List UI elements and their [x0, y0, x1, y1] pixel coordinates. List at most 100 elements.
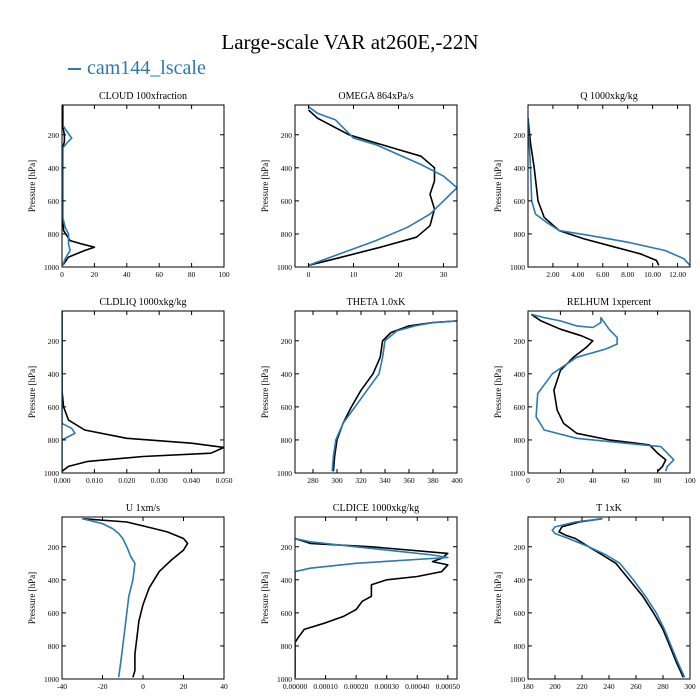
y-tick-label: 600 — [514, 197, 526, 206]
x-tick-label: 400 — [451, 476, 463, 485]
x-tick-label: 0.050 — [216, 476, 233, 485]
y-tick-label: 400 — [48, 370, 60, 379]
y-tick-label: 800 — [48, 436, 60, 445]
y-tick-label: 600 — [48, 403, 60, 412]
x-tick-label: 300 — [331, 476, 343, 485]
legend: cam144_lscale — [68, 57, 206, 80]
x-tick-label: 60 — [621, 476, 629, 485]
y-tick-label: 200 — [514, 543, 526, 552]
x-tick-label: 20 — [180, 682, 188, 691]
y-tick-label: 800 — [48, 230, 60, 239]
panel-title: THETA 1.0xK — [347, 297, 406, 308]
x-tick-label: 40 — [123, 270, 131, 279]
y-tick-label: 200 — [281, 543, 293, 552]
y-tick-label: 400 — [281, 370, 293, 379]
y-axis-label: Pressure [hPa] — [260, 572, 270, 624]
plot-frame — [294, 104, 458, 268]
x-tick-label: 0 — [141, 682, 145, 691]
panel-title: OMEGA 864xPa/s — [338, 91, 413, 102]
series-line-1 — [62, 105, 96, 266]
series-line-2 — [331, 320, 457, 472]
series-line-2 — [82, 517, 136, 678]
x-tick-label: 0.030 — [151, 476, 168, 485]
series-line-1 — [530, 313, 667, 472]
plot-frame — [294, 516, 458, 680]
y-tick-label: 600 — [514, 403, 526, 412]
series-line-2 — [308, 106, 457, 267]
x-tick-label: 0.00000 — [283, 682, 308, 691]
panel-1: CLOUD 100xfraction Pressure [hPa] 0 20 40 60 8… — [27, 91, 230, 279]
x-tick-label: 0 — [526, 476, 530, 485]
x-tick-label: 0.00050 — [436, 682, 461, 691]
y-tick-label: 800 — [514, 436, 526, 445]
y-tick-label: 1000 — [510, 263, 525, 272]
y-tick-label: 400 — [281, 576, 293, 585]
y-tick-label: 1000 — [44, 469, 59, 478]
y-tick-label: 200 — [281, 337, 293, 346]
x-tick-label: 100 — [218, 270, 230, 279]
y-tick-label: 200 — [48, 337, 60, 346]
series-line-2 — [528, 118, 690, 266]
figure-title: Large-scale VAR at260E,-22N — [221, 30, 479, 54]
x-tick-label: 180 — [522, 682, 534, 691]
y-tick-label: 800 — [514, 642, 526, 651]
y-tick-label: 400 — [48, 576, 60, 585]
y-tick-label: 600 — [48, 609, 60, 618]
legend-line-swatch — [68, 68, 81, 71]
x-tick-label: 0.00020 — [344, 682, 369, 691]
panel-title: T 1xK — [596, 503, 622, 514]
y-tick-label: 1000 — [277, 469, 292, 478]
x-tick-label: 0.000 — [54, 476, 71, 485]
x-tick-label: 20 — [91, 270, 99, 279]
y-tick-label: 400 — [514, 576, 526, 585]
plot-frame — [527, 104, 691, 268]
x-tick-label: 12.00 — [669, 270, 686, 279]
x-tick-label: 0.00030 — [375, 682, 400, 691]
panel-title: Q 1000xkg/kg — [580, 91, 638, 102]
series-line-1 — [528, 118, 660, 266]
x-tick-label: 240 — [603, 682, 615, 691]
x-tick-label: 0.010 — [86, 476, 103, 485]
y-tick-label: 600 — [514, 609, 526, 618]
plot-frame — [61, 516, 225, 680]
y-tick-label: 600 — [281, 609, 293, 618]
series-line-2 — [295, 537, 449, 678]
series-line-2 — [531, 313, 675, 472]
y-tick-label: 800 — [281, 230, 293, 239]
x-tick-label: 80 — [188, 270, 196, 279]
panel-4: CLDLIQ 1000xkg/kg Pressure [hPa] 0.000 0.01… — [27, 297, 233, 485]
y-axis-label: Pressure [hPa] — [27, 572, 37, 624]
x-tick-label: 20 — [557, 476, 565, 485]
plot-frame — [61, 104, 225, 268]
panel-8: CLDICE 1000xkg/kg Pressure [hPa] 0.00000 0.… — [260, 503, 460, 691]
plot-frame — [294, 310, 458, 474]
x-tick-label: 40 — [220, 682, 228, 691]
y-tick-label: 1000 — [44, 675, 59, 684]
y-tick-label: 1000 — [277, 675, 292, 684]
series-line-1 — [307, 109, 436, 267]
legend-label: cam144_lscale — [87, 57, 206, 79]
y-tick-label: 800 — [281, 642, 293, 651]
y-tick-label: 800 — [281, 436, 293, 445]
series-line-1 — [82, 517, 189, 678]
x-tick-label: 200 — [549, 682, 561, 691]
series-line-1 — [62, 311, 224, 472]
y-axis-label: Pressure [hPa] — [260, 160, 270, 212]
x-tick-label: 360 — [403, 476, 415, 485]
y-tick-label: 1000 — [510, 675, 525, 684]
x-tick-label: 80 — [654, 476, 662, 485]
panel-title: CLOUD 100xfraction — [99, 91, 187, 102]
series-line-2 — [551, 517, 686, 678]
y-tick-label: 200 — [514, 131, 526, 140]
panel-title: U 1xm/s — [126, 503, 160, 514]
panel-title: CLDICE 1000xkg/kg — [333, 503, 419, 514]
y-axis-label: Pressure [hPa] — [27, 366, 37, 418]
panel-3: Q 1000xkg/kg Pressure [hPa] 2.00 4.00 6.00 8.… — [493, 91, 691, 279]
y-tick-label: 200 — [281, 131, 293, 140]
x-tick-label: 40 — [589, 476, 597, 485]
x-tick-label: 6.00 — [596, 270, 609, 279]
x-tick-label: 0.020 — [118, 476, 135, 485]
series-line-2 — [62, 311, 76, 472]
x-tick-label: 280 — [307, 476, 319, 485]
